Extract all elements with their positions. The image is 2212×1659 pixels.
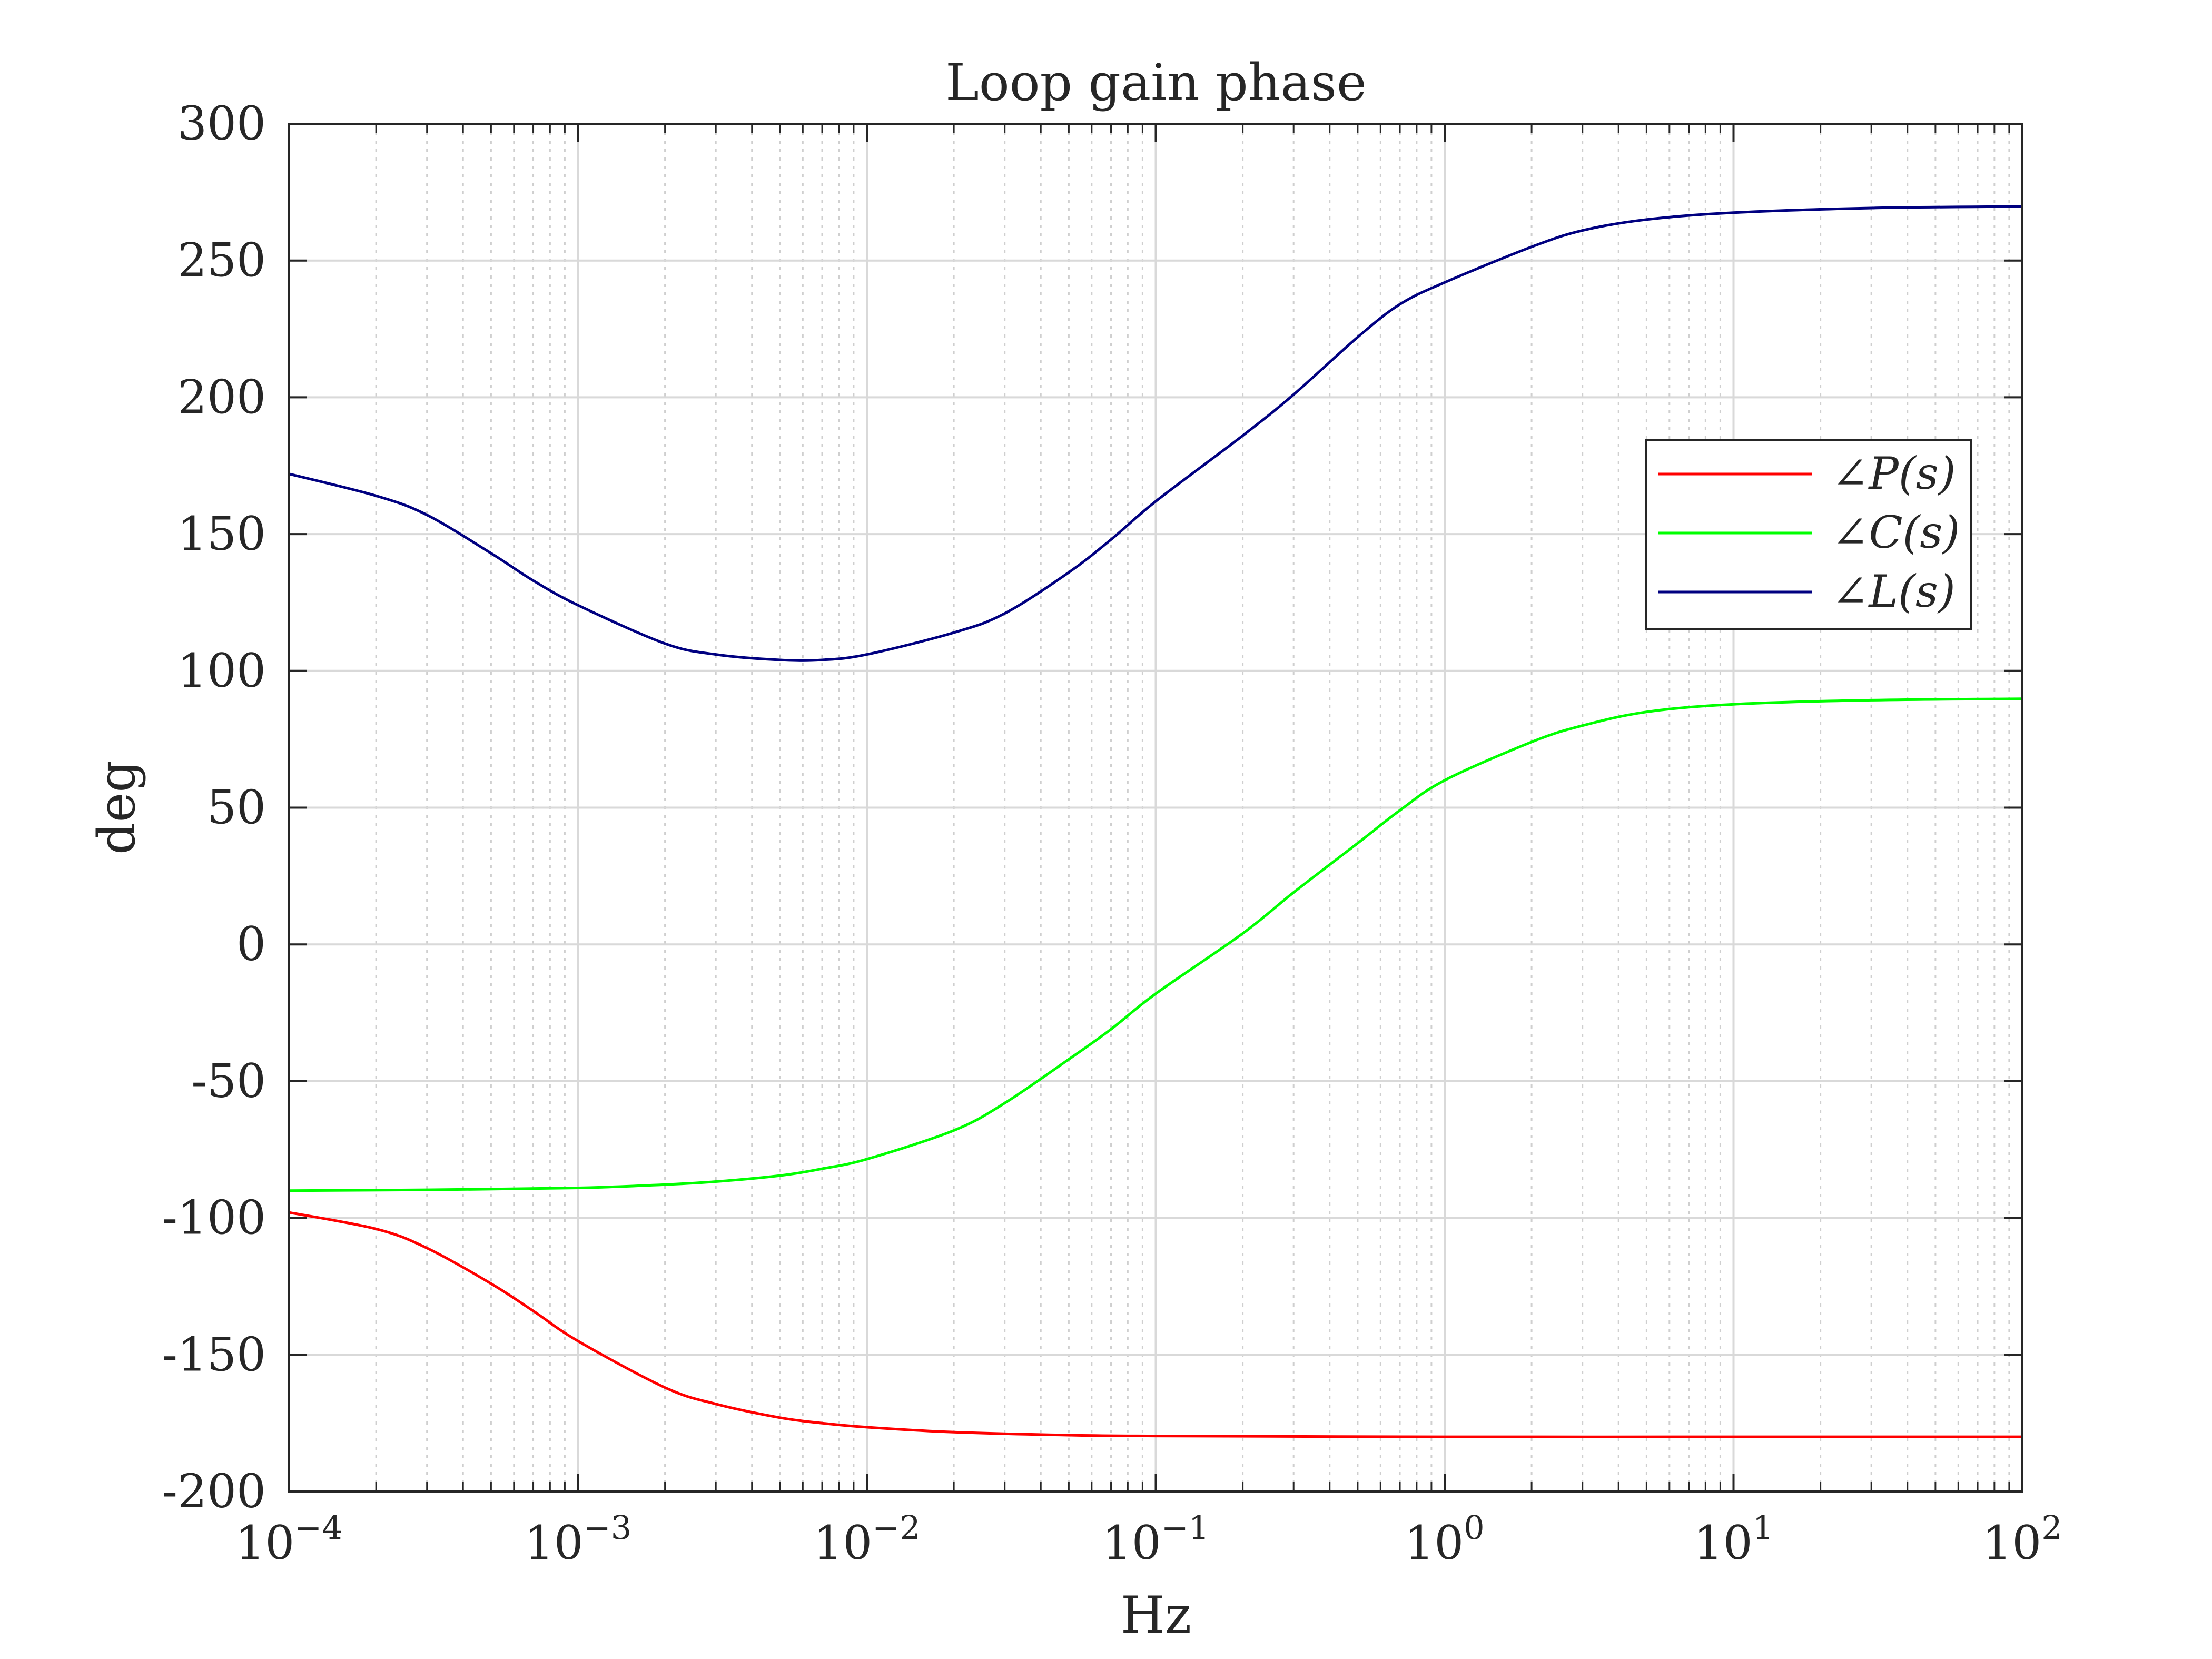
y-tick-label: 0 — [236, 917, 266, 971]
y-tick-label: 150 — [177, 507, 266, 561]
legend-label-c: ∠C(s) — [1832, 507, 1960, 558]
y-tick-label: -200 — [162, 1464, 266, 1518]
x-tick-label: 101 — [1694, 1508, 1773, 1570]
series-group — [289, 205, 2022, 1438]
y-tick-label: 200 — [177, 370, 266, 424]
y-tick-label: 50 — [207, 781, 266, 835]
x-tick-label: 10−4 — [235, 1508, 342, 1570]
y-tick-label: -100 — [162, 1191, 266, 1245]
series-line-p — [289, 1211, 2022, 1438]
series-line-c — [289, 697, 2022, 1192]
legend-box — [1645, 439, 1972, 630]
y-axis-label: deg — [87, 760, 146, 855]
x-tick-label: 10−3 — [525, 1508, 631, 1570]
x-tick-label: 10−1 — [1102, 1508, 1209, 1570]
ticks — [288, 123, 2023, 1493]
y-tick-labels: 300 250 200 150 100 50 0 -50 -100 -150 -200 — [162, 96, 266, 1518]
x-tick-label: 100 — [1405, 1508, 1484, 1570]
chart-title: Loop gain phase — [945, 53, 1367, 112]
x-tick-label: 10−2 — [813, 1508, 920, 1570]
y-tick-label: -150 — [162, 1327, 266, 1381]
x-tick-labels: 10−4 10−3 10−2 10−1 100 101 102 — [235, 1508, 2062, 1570]
x-axis-label: Hz — [1121, 1586, 1191, 1645]
legend-label-l: ∠L(s) — [1832, 566, 1956, 617]
y-tick-label: 100 — [177, 644, 266, 698]
x-tick-label: 102 — [1982, 1508, 2062, 1570]
legend-label-p: ∠P(s) — [1832, 448, 1956, 499]
y-tick-label: -50 — [191, 1054, 266, 1108]
legend: ∠P(s) ∠C(s) ∠L(s) — [1645, 439, 1972, 630]
series-line-l — [289, 205, 2022, 662]
y-tick-label: 250 — [177, 233, 266, 288]
y-tick-label: 300 — [177, 96, 266, 151]
